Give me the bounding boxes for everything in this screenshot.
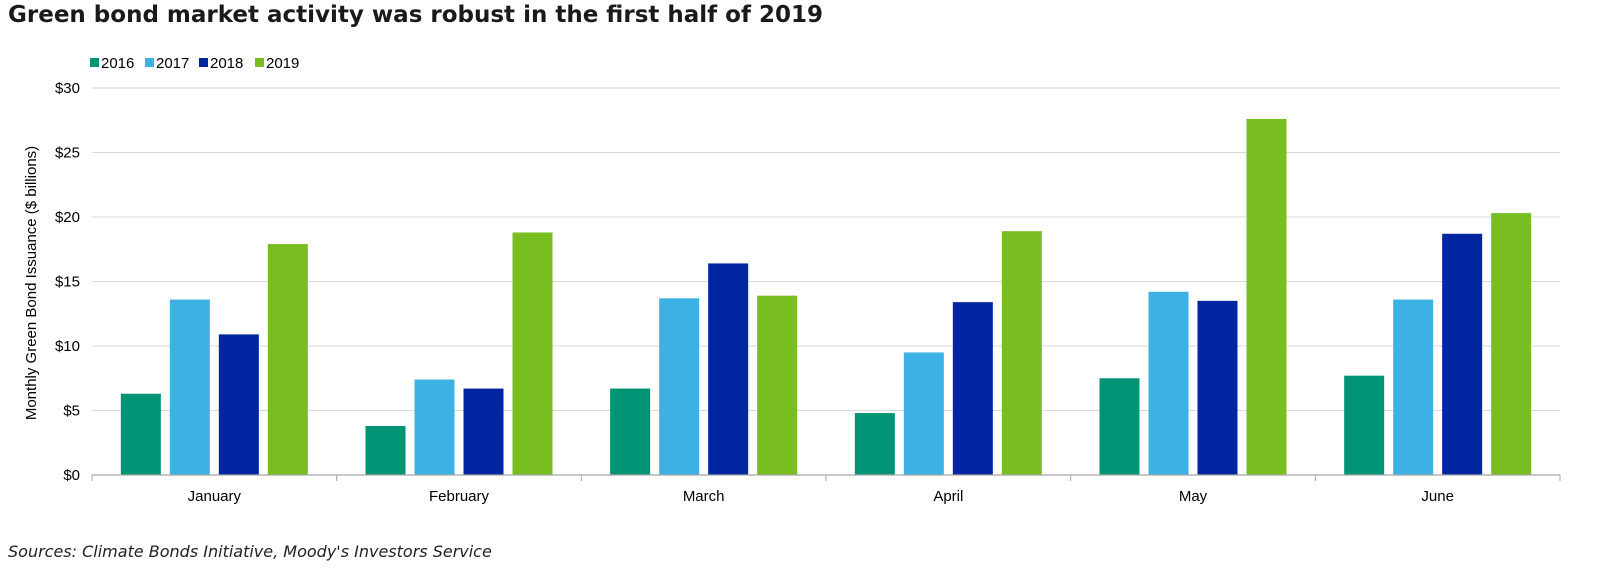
y-tick-label: $15: [55, 274, 80, 291]
bar-march-2016: [610, 388, 651, 475]
bar-march-2017: [659, 298, 700, 475]
bar-march-2018: [708, 263, 749, 475]
bar-june-2016: [1344, 375, 1385, 475]
bar-january-2019: [267, 244, 308, 475]
source-note: Sources: Climate Bonds Initiative, Moody…: [8, 542, 492, 561]
bar-june-2018: [1442, 233, 1483, 475]
y-tick-label: $30: [55, 80, 80, 97]
bar-may-2018: [1197, 300, 1238, 475]
bar-january-2018: [218, 334, 259, 475]
legend-label-2019: 2019: [266, 55, 299, 72]
bar-january-2017: [169, 299, 210, 475]
x-tick-label: April: [933, 488, 963, 505]
bar-april-2019: [1001, 231, 1042, 475]
x-tick-label: February: [429, 488, 490, 505]
y-tick-label: $10: [55, 338, 80, 355]
legend-swatch-2017: [145, 58, 154, 67]
y-tick-label: $0: [63, 467, 80, 484]
legend-swatch-2016: [90, 58, 99, 67]
bar-february-2017: [414, 379, 455, 475]
bar-april-2017: [903, 352, 944, 475]
y-tick-label: $25: [55, 145, 80, 162]
x-tick-label: January: [188, 488, 242, 505]
bar-march-2019: [757, 295, 798, 475]
y-axis-ticks: $0 $5 $10 $15 $20 $25 $30: [55, 80, 80, 484]
bar-february-2016: [365, 425, 406, 475]
gridlines: [92, 87, 1560, 411]
legend-label-2017: 2017: [156, 55, 189, 72]
bars: [120, 118, 1532, 476]
bar-may-2019: [1246, 118, 1287, 476]
x-tick-label: June: [1421, 488, 1454, 505]
bar-june-2017: [1393, 299, 1434, 475]
y-tick-label: $5: [63, 403, 80, 420]
chart-title: Green bond market activity was robust in…: [8, 2, 824, 28]
x-tick-label: May: [1179, 488, 1208, 505]
y-tick-label: $20: [55, 209, 80, 226]
x-axis: January February March April May June: [91, 474, 1561, 505]
bar-april-2016: [854, 413, 895, 475]
y-axis-label: Monthly Green Bond Issuance ($ billions): [23, 146, 40, 420]
legend: 2016 2017 2018 2019: [90, 55, 299, 72]
bar-january-2016: [120, 393, 161, 475]
bar-may-2017: [1148, 291, 1189, 475]
legend-swatch-2018: [199, 58, 208, 67]
bar-june-2019: [1491, 213, 1532, 475]
legend-swatch-2019: [255, 58, 264, 67]
legend-label-2018: 2018: [210, 55, 243, 72]
bar-april-2018: [952, 302, 993, 475]
bar-may-2016: [1099, 378, 1140, 475]
bar-february-2018: [463, 388, 504, 475]
legend-label-2016: 2016: [101, 55, 134, 72]
bar-february-2019: [512, 232, 553, 475]
x-tick-label: March: [683, 488, 725, 505]
